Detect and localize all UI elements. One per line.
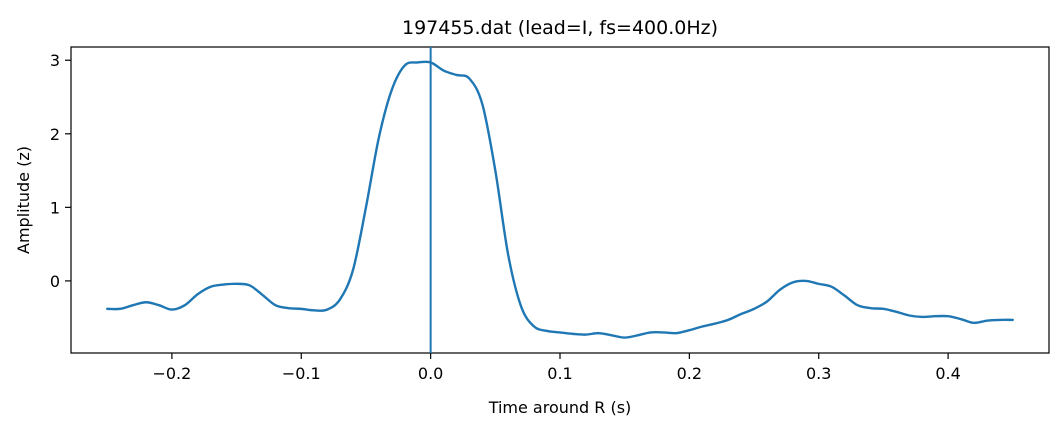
x-tick-label: 0.1	[547, 364, 572, 383]
x-tick-label: 0.0	[418, 364, 443, 383]
y-tick-label: 1	[50, 198, 60, 217]
y-tick-label: 3	[50, 51, 60, 70]
y-tick-label: 2	[50, 125, 60, 144]
x-axis-label: Time around R (s)	[488, 398, 632, 417]
x-tick-label: −0.2	[152, 364, 191, 383]
plot-frame	[70, 46, 1050, 354]
x-tick-label: 0.4	[935, 364, 960, 383]
chart-title: 197455.dat (lead=I, fs=400.0Hz)	[402, 17, 718, 39]
y-axis: 0 1 2 3	[50, 51, 71, 291]
x-axis: −0.2 −0.1 0.0 0.1 0.2 0.3 0.4	[152, 353, 961, 383]
x-tick-label: 0.3	[806, 364, 831, 383]
y-axis-label: Amplitude (z)	[14, 146, 33, 254]
x-tick-label: −0.1	[282, 364, 321, 383]
series-line	[106, 60, 1014, 339]
y-tick-label: 0	[50, 272, 60, 291]
x-tick-label: 0.2	[677, 364, 702, 383]
